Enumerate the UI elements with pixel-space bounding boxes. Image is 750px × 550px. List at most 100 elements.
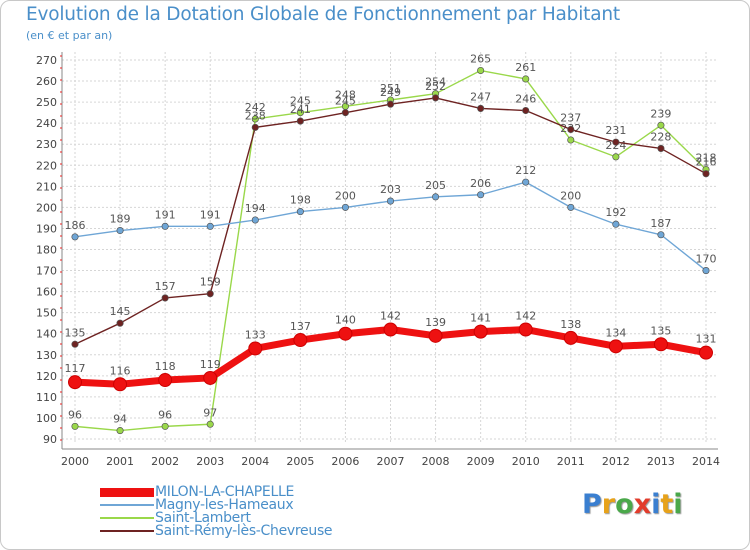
data-label-saint-lambert: 245 bbox=[290, 95, 311, 108]
data-point-magny-les-hameaux bbox=[567, 203, 575, 211]
data-point-saint-lambert bbox=[657, 121, 665, 129]
y-tick-label: 180 bbox=[36, 244, 57, 257]
y-tick-label: 150 bbox=[36, 307, 57, 320]
data-label-milon-la-chapelle: 135 bbox=[650, 324, 671, 337]
y-tick-label: 190 bbox=[36, 222, 57, 235]
x-tick-label: 2013 bbox=[647, 455, 675, 468]
data-label-saint-remy-les-chevreuse: 238 bbox=[245, 109, 266, 122]
x-tick-label: 2007 bbox=[377, 455, 405, 468]
data-label-milon-la-chapelle: 142 bbox=[515, 310, 536, 323]
y-tick-label: 230 bbox=[36, 138, 57, 151]
y-tick-label: 170 bbox=[36, 265, 57, 278]
data-point-milon-la-chapelle bbox=[158, 373, 173, 388]
y-tick-label: 100 bbox=[36, 412, 57, 425]
data-point-magny-les-hameaux bbox=[477, 191, 485, 199]
data-label-magny-les-hameaux: 212 bbox=[515, 164, 536, 177]
logo-letter: x bbox=[633, 489, 652, 520]
data-label-milon-la-chapelle: 137 bbox=[290, 320, 311, 333]
data-label-saint-remy-les-chevreuse: 247 bbox=[470, 90, 491, 103]
data-label-magny-les-hameaux: 200 bbox=[560, 189, 581, 202]
data-point-milon-la-chapelle bbox=[563, 330, 578, 345]
logo-letter: i bbox=[651, 489, 661, 520]
logo-letter: P bbox=[582, 489, 602, 520]
data-label-milon-la-chapelle: 134 bbox=[605, 326, 626, 339]
data-label-saint-remy-les-chevreuse: 252 bbox=[425, 80, 446, 93]
data-label-magny-les-hameaux: 203 bbox=[380, 183, 401, 196]
data-label-magny-les-hameaux: 186 bbox=[65, 219, 86, 232]
legend-swatch bbox=[100, 504, 154, 506]
data-point-saint-remy-les-chevreuse bbox=[612, 138, 620, 146]
x-tick-label: 2003 bbox=[196, 455, 224, 468]
data-point-saint-remy-les-chevreuse bbox=[702, 170, 710, 178]
data-point-magny-les-hameaux bbox=[161, 222, 169, 230]
proxiti-logo: Proxiti bbox=[582, 489, 683, 520]
legend-swatch bbox=[100, 517, 154, 519]
data-point-magny-les-hameaux bbox=[432, 193, 440, 201]
data-label-saint-remy-les-chevreuse: 145 bbox=[110, 305, 131, 318]
data-point-saint-lambert bbox=[522, 75, 530, 83]
logo-letter: r bbox=[601, 489, 616, 520]
data-label-milon-la-chapelle: 133 bbox=[245, 328, 266, 341]
x-tick-label: 2010 bbox=[512, 455, 540, 468]
x-tick-label: 2004 bbox=[241, 455, 269, 468]
data-label-saint-lambert: 242 bbox=[245, 101, 266, 114]
y-tick-label: 110 bbox=[36, 391, 57, 404]
data-point-milon-la-chapelle bbox=[699, 345, 713, 360]
chart-title: Evolution de la Dotation Globale de Fonc… bbox=[26, 4, 620, 25]
data-point-milon-la-chapelle bbox=[248, 341, 263, 356]
y-tick-label: 240 bbox=[36, 117, 57, 130]
data-label-milon-la-chapelle: 138 bbox=[560, 318, 581, 331]
y-tick-label: 200 bbox=[36, 201, 57, 214]
data-label-saint-remy-les-chevreuse: 135 bbox=[65, 326, 86, 339]
data-label-magny-les-hameaux: 170 bbox=[696, 253, 717, 266]
data-point-magny-les-hameaux bbox=[71, 233, 79, 241]
legend-label: Saint-Lambert bbox=[155, 510, 251, 526]
data-point-saint-remy-les-chevreuse bbox=[341, 109, 349, 117]
data-label-saint-lambert: 261 bbox=[515, 61, 536, 74]
logo-letter: t bbox=[660, 489, 674, 520]
y-tick-label: 270 bbox=[36, 54, 57, 67]
data-label-magny-les-hameaux: 205 bbox=[425, 179, 446, 192]
data-label-saint-lambert: 218 bbox=[696, 151, 717, 164]
data-label-magny-les-hameaux: 200 bbox=[335, 189, 356, 202]
legend-swatch bbox=[100, 488, 154, 497]
data-label-saint-remy-les-chevreuse: 245 bbox=[335, 95, 356, 108]
data-point-saint-remy-les-chevreuse bbox=[477, 104, 485, 112]
data-label-magny-les-hameaux: 192 bbox=[605, 206, 626, 219]
data-label-saint-remy-les-chevreuse: 216 bbox=[696, 156, 717, 169]
data-label-saint-remy-les-chevreuse: 237 bbox=[560, 111, 581, 124]
data-point-magny-les-hameaux bbox=[522, 178, 530, 186]
data-point-milon-la-chapelle bbox=[653, 337, 668, 352]
data-label-saint-lambert: 96 bbox=[158, 408, 172, 421]
data-point-magny-les-hameaux bbox=[702, 267, 710, 275]
data-label-milon-la-chapelle: 131 bbox=[696, 333, 717, 346]
data-point-saint-remy-les-chevreuse bbox=[206, 290, 214, 298]
data-label-magny-les-hameaux: 194 bbox=[245, 202, 266, 215]
data-point-saint-remy-les-chevreuse bbox=[386, 100, 395, 108]
data-label-saint-lambert: 239 bbox=[650, 107, 671, 120]
logo-letter: i bbox=[673, 489, 683, 520]
data-label-saint-lambert: 265 bbox=[470, 53, 491, 66]
x-tick-label: 2011 bbox=[557, 455, 585, 468]
data-point-milon-la-chapelle bbox=[68, 375, 82, 390]
y-tick-label: 120 bbox=[36, 370, 57, 383]
x-tick-label: 2014 bbox=[692, 455, 720, 468]
data-point-magny-les-hameaux bbox=[657, 231, 665, 239]
y-tick-label: 220 bbox=[36, 159, 57, 172]
y-tick-label: 250 bbox=[36, 96, 57, 109]
data-point-magny-les-hameaux bbox=[612, 220, 620, 228]
data-point-saint-lambert bbox=[206, 420, 214, 428]
x-tick-label: 2001 bbox=[106, 455, 134, 468]
data-point-saint-lambert bbox=[567, 136, 575, 144]
data-point-saint-remy-les-chevreuse bbox=[432, 94, 440, 102]
data-label-magny-les-hameaux: 187 bbox=[650, 217, 671, 230]
legend-swatch bbox=[100, 530, 154, 532]
data-point-milon-la-chapelle bbox=[293, 333, 308, 348]
data-point-saint-remy-les-chevreuse bbox=[296, 117, 304, 125]
data-point-saint-lambert bbox=[71, 422, 79, 430]
data-point-milon-la-chapelle bbox=[383, 322, 398, 337]
data-point-saint-lambert bbox=[116, 427, 124, 435]
legend-label: Magny-les-Hameaux bbox=[155, 497, 294, 513]
